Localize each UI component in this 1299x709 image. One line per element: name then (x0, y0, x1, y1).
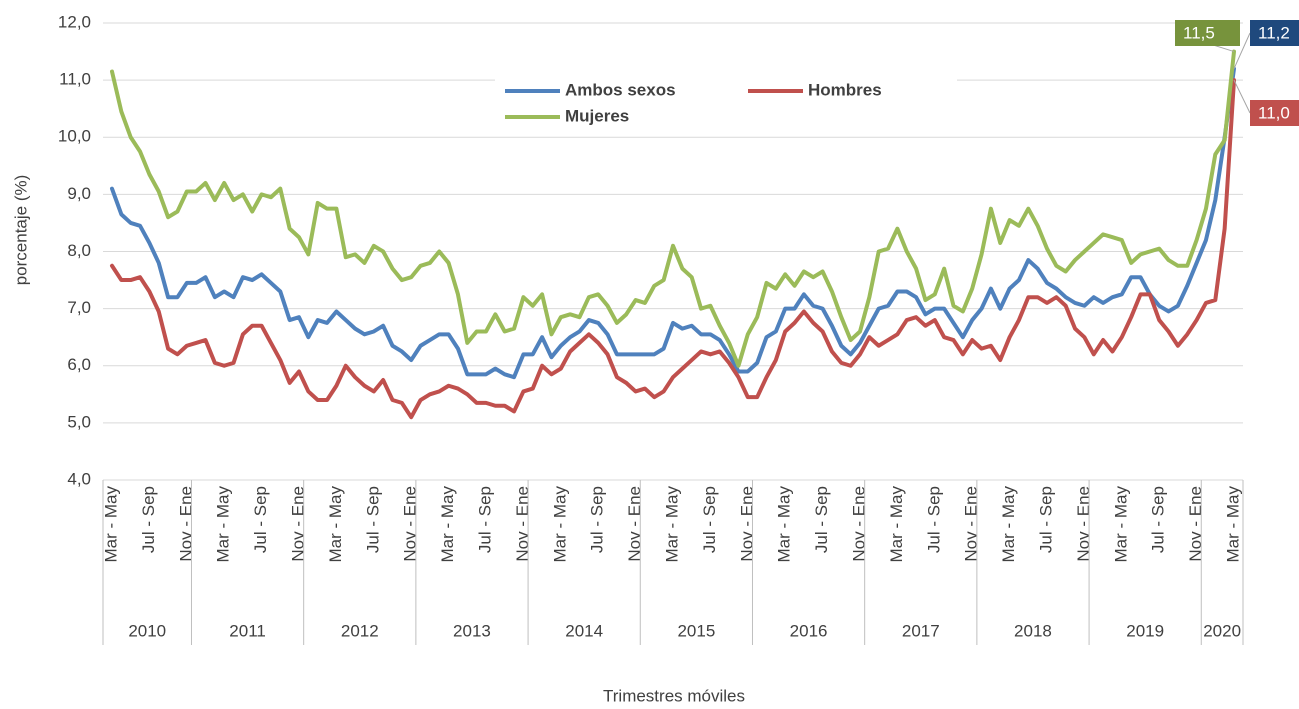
group-label: 2010 (128, 621, 166, 640)
y-axis-title: porcentaje (%) (11, 175, 30, 286)
x-tick-label: Mar - May (438, 486, 457, 563)
legend-label: Mujeres (565, 106, 629, 125)
data-label-box (1250, 20, 1299, 46)
leader-line (1233, 79, 1251, 114)
data-label: 11,0 (1258, 103, 1290, 122)
x-tick-label: Nov - Ene (1186, 486, 1205, 562)
y-tick-label: 12,0 (58, 12, 91, 31)
x-tick-label: Jul - Sep (1036, 486, 1055, 553)
x-tick-label: Nov - Ene (849, 486, 868, 562)
x-tick-label: Jul - Sep (812, 486, 831, 553)
x-axis-title: Trimestres móviles (603, 686, 745, 705)
legend-label: Ambos sexos (565, 80, 676, 99)
y-tick-label: 7,0 (67, 298, 91, 317)
x-tick-label: Nov - Ene (401, 486, 420, 562)
group-label: 2017 (902, 621, 940, 640)
x-tick-label: Jul - Sep (139, 486, 158, 553)
group-label: 2020 (1203, 621, 1241, 640)
group-label: 2016 (790, 621, 828, 640)
x-tick-label: Mar - May (887, 486, 906, 563)
group-label: 2015 (677, 621, 715, 640)
x-tick-label: Mar - May (662, 486, 681, 563)
series-line (110, 49, 1236, 368)
y-tick-label: 6,0 (67, 355, 91, 374)
x-tick-label: Mar - May (999, 486, 1018, 563)
group-label: 2012 (341, 621, 379, 640)
x-tick-label: Mar - May (1111, 486, 1130, 563)
x-tick-label: Nov - Ene (288, 486, 307, 562)
data-label: 11,2 (1258, 23, 1290, 42)
x-tick-label: Nov - Ene (962, 486, 981, 562)
x-tick-label: Nov - Ene (737, 486, 756, 562)
x-tick-label: Jul - Sep (363, 486, 382, 553)
data-label-box (1175, 20, 1240, 46)
x-tick-label: Jul - Sep (700, 486, 719, 553)
x-tick-label: Mar - May (214, 486, 233, 563)
y-tick-label: 4,0 (67, 469, 91, 488)
series-line (110, 66, 1236, 380)
x-tick-label: Mar - May (550, 486, 569, 563)
x-tick-label: Nov - Ene (176, 486, 195, 562)
x-tick-label: Nov - Ene (1074, 486, 1093, 562)
x-tick-label: Nov - Ene (513, 486, 532, 562)
x-tick-label: Jul - Sep (1149, 486, 1168, 553)
y-tick-label: 11,0 (59, 70, 91, 89)
series-line (110, 78, 1236, 420)
group-label: 2014 (565, 621, 603, 640)
x-tick-label: Mar - May (101, 486, 120, 563)
x-tick-label: Mar - May (1223, 486, 1242, 563)
legend-background (495, 74, 957, 132)
x-tick-label: Jul - Sep (588, 486, 607, 553)
leader-line (1233, 32, 1251, 69)
y-tick-label: 8,0 (67, 241, 91, 260)
group-label: 2019 (1126, 621, 1164, 640)
group-label: 2011 (229, 621, 266, 640)
y-tick-label: 5,0 (67, 412, 91, 431)
data-label-box (1250, 100, 1299, 126)
x-tick-label: Mar - May (775, 486, 794, 563)
group-label: 2013 (453, 621, 491, 640)
x-tick-label: Nov - Ene (625, 486, 644, 562)
x-tick-label: Jul - Sep (924, 486, 943, 553)
data-label: 11,5 (1183, 23, 1215, 42)
legend-label: Hombres (808, 80, 882, 99)
x-tick-label: Mar - May (326, 486, 345, 563)
y-tick-label: 9,0 (67, 184, 91, 203)
group-label: 2018 (1014, 621, 1052, 640)
x-tick-label: Jul - Sep (251, 486, 270, 553)
x-tick-label: Jul - Sep (475, 486, 494, 553)
y-tick-label: 10,0 (58, 127, 91, 146)
